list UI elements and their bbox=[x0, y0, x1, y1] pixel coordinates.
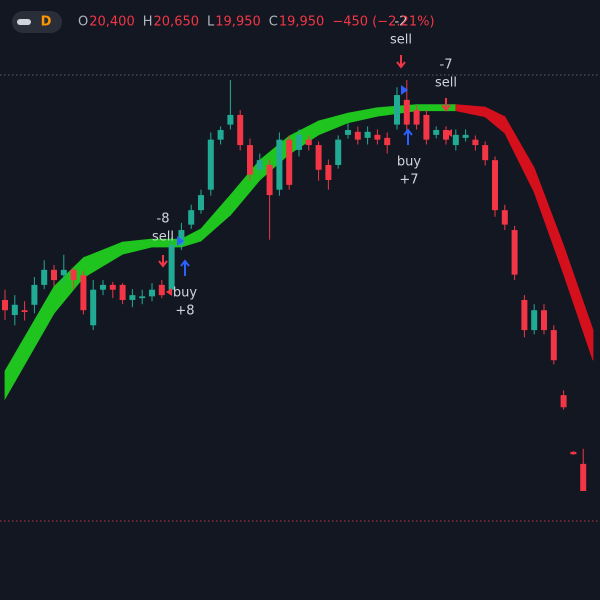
exit-triangle bbox=[446, 129, 452, 137]
candle-body bbox=[531, 310, 538, 331]
candle-body bbox=[90, 289, 97, 326]
candle-body bbox=[109, 284, 116, 290]
candle-body bbox=[462, 134, 469, 138]
entry-triangle bbox=[401, 85, 408, 95]
candle-body bbox=[433, 130, 440, 135]
candle-body bbox=[501, 210, 508, 225]
candle-body bbox=[560, 395, 567, 408]
signal-side: buy bbox=[173, 286, 197, 301]
candle-body bbox=[119, 284, 126, 300]
candle-body bbox=[580, 463, 587, 491]
legend-label: H bbox=[143, 15, 153, 30]
candle-body bbox=[70, 269, 77, 281]
candle-body bbox=[21, 310, 28, 313]
candle-body bbox=[217, 130, 224, 140]
candle-body bbox=[100, 284, 106, 290]
candle-body bbox=[198, 195, 204, 211]
candle-body bbox=[178, 230, 185, 246]
header-pill[interactable] bbox=[12, 11, 62, 33]
candle-body bbox=[482, 145, 489, 161]
candle-body bbox=[423, 114, 430, 140]
candle-body bbox=[188, 210, 195, 225]
legend-label: O bbox=[78, 15, 88, 30]
candle-body bbox=[472, 139, 479, 146]
header: D O 20,400 H 20,650 L 19,950 C 19,950 −450 (−2.2… bbox=[12, 11, 435, 33]
candle-body bbox=[247, 145, 253, 175]
legend-value: 20,650 bbox=[154, 15, 200, 30]
candle-body bbox=[256, 160, 263, 170]
candle-body bbox=[31, 284, 38, 305]
change-value: −450 (−2.21%) bbox=[332, 15, 434, 30]
candle-body bbox=[305, 139, 312, 146]
ohlc-legend: O 20,400 H 20,650 L 19,950 C 19,950 −450 (−2.21%… bbox=[78, 15, 435, 30]
buy-arrow bbox=[403, 128, 413, 145]
candle-body bbox=[51, 269, 57, 281]
candle-body bbox=[2, 299, 8, 311]
candle-body bbox=[207, 139, 214, 190]
signal-labels: -8 sell buy +8 -2 sell buy +7 -7 sell bbox=[152, 15, 457, 319]
sell-arrow bbox=[396, 55, 406, 69]
exit-triangle bbox=[166, 288, 172, 296]
sell-arrow bbox=[441, 98, 451, 112]
legend-label: C bbox=[269, 15, 278, 30]
candle-body bbox=[11, 304, 18, 316]
candle-body bbox=[364, 131, 371, 138]
candle-body bbox=[550, 330, 557, 361]
legend-value: 19,950 bbox=[215, 15, 261, 30]
candle-body bbox=[276, 139, 283, 190]
candle-body bbox=[41, 269, 48, 285]
candle-body bbox=[139, 296, 146, 299]
candle-body bbox=[266, 164, 273, 196]
candle-body bbox=[443, 130, 449, 140]
signal-markers bbox=[158, 55, 452, 296]
candle-body bbox=[80, 275, 87, 311]
signal-qty: +8 bbox=[175, 304, 194, 319]
signal-qty: -8 bbox=[157, 212, 170, 227]
sell-arrow bbox=[158, 255, 168, 268]
candle-body bbox=[345, 130, 351, 135]
candle-body bbox=[511, 230, 518, 275]
candle-body bbox=[129, 295, 136, 300]
entry-triangle bbox=[177, 236, 184, 246]
candle-body bbox=[403, 99, 410, 125]
signal-side: sell bbox=[152, 230, 174, 245]
candle-body bbox=[394, 95, 400, 125]
candle-body bbox=[354, 131, 361, 140]
candle-body bbox=[325, 164, 332, 181]
signal-qty: -2 bbox=[395, 15, 408, 30]
candle-body bbox=[335, 139, 342, 165]
candle-body bbox=[286, 139, 293, 185]
candle-body bbox=[492, 160, 498, 211]
candle-body bbox=[149, 289, 155, 297]
signal-qty: +7 bbox=[399, 173, 418, 188]
candle-body bbox=[60, 269, 67, 276]
candle-body bbox=[158, 284, 165, 296]
candle-body bbox=[521, 299, 528, 331]
candle-body bbox=[315, 145, 322, 170]
candle-body bbox=[541, 310, 547, 331]
legend-value: 19,950 bbox=[279, 15, 325, 30]
toggle-icon[interactable] bbox=[17, 19, 31, 25]
candle-body bbox=[374, 134, 381, 140]
buy-arrow bbox=[180, 259, 190, 276]
candle-body bbox=[452, 134, 459, 146]
signal-side: sell bbox=[435, 76, 457, 91]
candle-body bbox=[296, 134, 302, 150]
candle-body bbox=[384, 137, 391, 146]
interval-badge[interactable]: D bbox=[41, 15, 52, 30]
candles bbox=[2, 80, 587, 491]
legend-label: L bbox=[207, 15, 215, 30]
signal-qty: -7 bbox=[440, 58, 453, 73]
candle-body bbox=[168, 245, 175, 290]
candle-body bbox=[237, 114, 244, 146]
signal-side: sell bbox=[390, 33, 412, 48]
band-segment bbox=[563, 245, 594, 361]
legend-value: 20,400 bbox=[89, 15, 135, 30]
candle-body bbox=[413, 110, 420, 125]
signal-side: buy bbox=[397, 155, 421, 170]
candle-body bbox=[570, 451, 577, 455]
candle-body bbox=[227, 114, 234, 125]
